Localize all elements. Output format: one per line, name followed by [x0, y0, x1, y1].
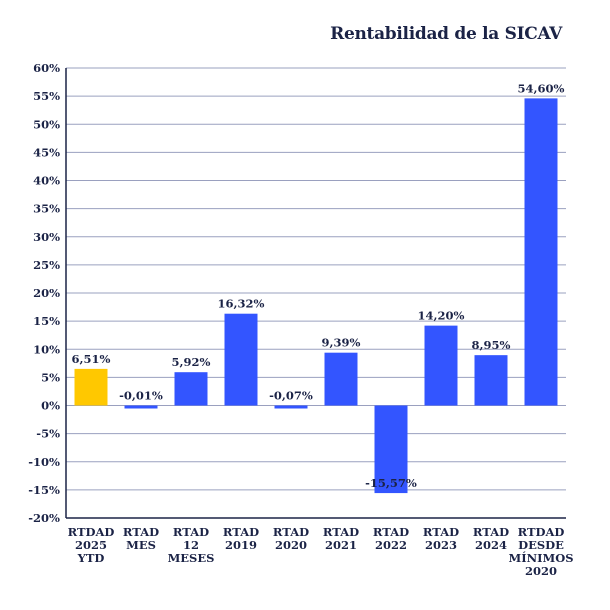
bar: [424, 325, 458, 406]
y-tick-label: 30%: [33, 230, 60, 244]
x-tick-label: RTAD: [273, 525, 309, 539]
x-tick-label: 2022: [375, 538, 407, 552]
x-tick-label: MES: [126, 538, 156, 552]
x-tick-label: 2020: [525, 564, 557, 578]
y-tick-label: 10%: [33, 342, 60, 356]
x-tick-label: 2020: [275, 538, 307, 552]
data-label: 16,32%: [218, 297, 265, 311]
y-tick-label: -20%: [28, 511, 60, 525]
bar: [324, 352, 358, 406]
y-tick-label: -15%: [28, 483, 60, 497]
data-label: 6,51%: [72, 352, 111, 366]
bar: [374, 405, 408, 494]
y-tick-label: 15%: [33, 314, 60, 328]
data-label: 8,95%: [472, 338, 511, 352]
y-tick-label: -10%: [28, 455, 60, 469]
data-label: 9,39%: [322, 336, 361, 350]
y-tick-label: -5%: [36, 427, 60, 441]
data-label: 14,20%: [418, 309, 465, 323]
x-tick-label: DESDE: [518, 538, 564, 552]
y-tick-label: 35%: [33, 202, 60, 216]
x-tick-label: RTAD: [123, 525, 159, 539]
x-tick-label: RTAD: [473, 525, 509, 539]
y-tick-label: 60%: [33, 61, 60, 75]
data-label: 54,60%: [518, 81, 565, 95]
x-tick-label: RTAD: [423, 525, 459, 539]
x-tick-label: 12: [183, 538, 199, 552]
x-tick-label: RTAD: [323, 525, 359, 539]
y-tick-label: 20%: [33, 286, 60, 300]
x-tick-label: 2019: [225, 538, 257, 552]
x-tick-label: RTAD: [373, 525, 409, 539]
data-label: 5,92%: [172, 355, 211, 369]
bar: [124, 405, 158, 409]
bar: [224, 313, 258, 406]
bar: [524, 98, 558, 406]
x-tick-label: 2023: [425, 538, 457, 552]
data-label: -15,57%: [365, 476, 417, 490]
x-tick-label: MESES: [168, 551, 215, 565]
bar: [274, 405, 308, 409]
y-tick-label: 50%: [33, 117, 60, 131]
x-tick-label: 2024: [475, 538, 507, 552]
y-tick-label: 25%: [33, 258, 60, 272]
y-tick-label: 5%: [41, 370, 60, 384]
y-tick-label: 55%: [33, 89, 60, 103]
data-label: -0,01%: [119, 389, 163, 403]
bar: [474, 355, 508, 406]
x-tick-label: YTD: [77, 551, 105, 565]
x-tick-label: 2021: [325, 538, 357, 552]
x-tick-label: MÍNIMOS: [508, 551, 573, 565]
x-tick-label: RTDAD: [68, 525, 115, 539]
y-tick-label: 45%: [33, 145, 60, 159]
data-label: -0,07%: [269, 389, 313, 403]
bar: [174, 372, 208, 406]
y-tick-label: 0%: [41, 399, 60, 413]
bar: [74, 368, 108, 406]
x-tick-label: RTAD: [173, 525, 209, 539]
chart-title: Rentabilidad de la SICAV: [330, 24, 562, 44]
x-tick-label: RTAD: [223, 525, 259, 539]
y-tick-label: 40%: [33, 174, 60, 188]
x-tick-label: 2025: [75, 538, 107, 552]
x-tick-label: RTDAD: [518, 525, 565, 539]
